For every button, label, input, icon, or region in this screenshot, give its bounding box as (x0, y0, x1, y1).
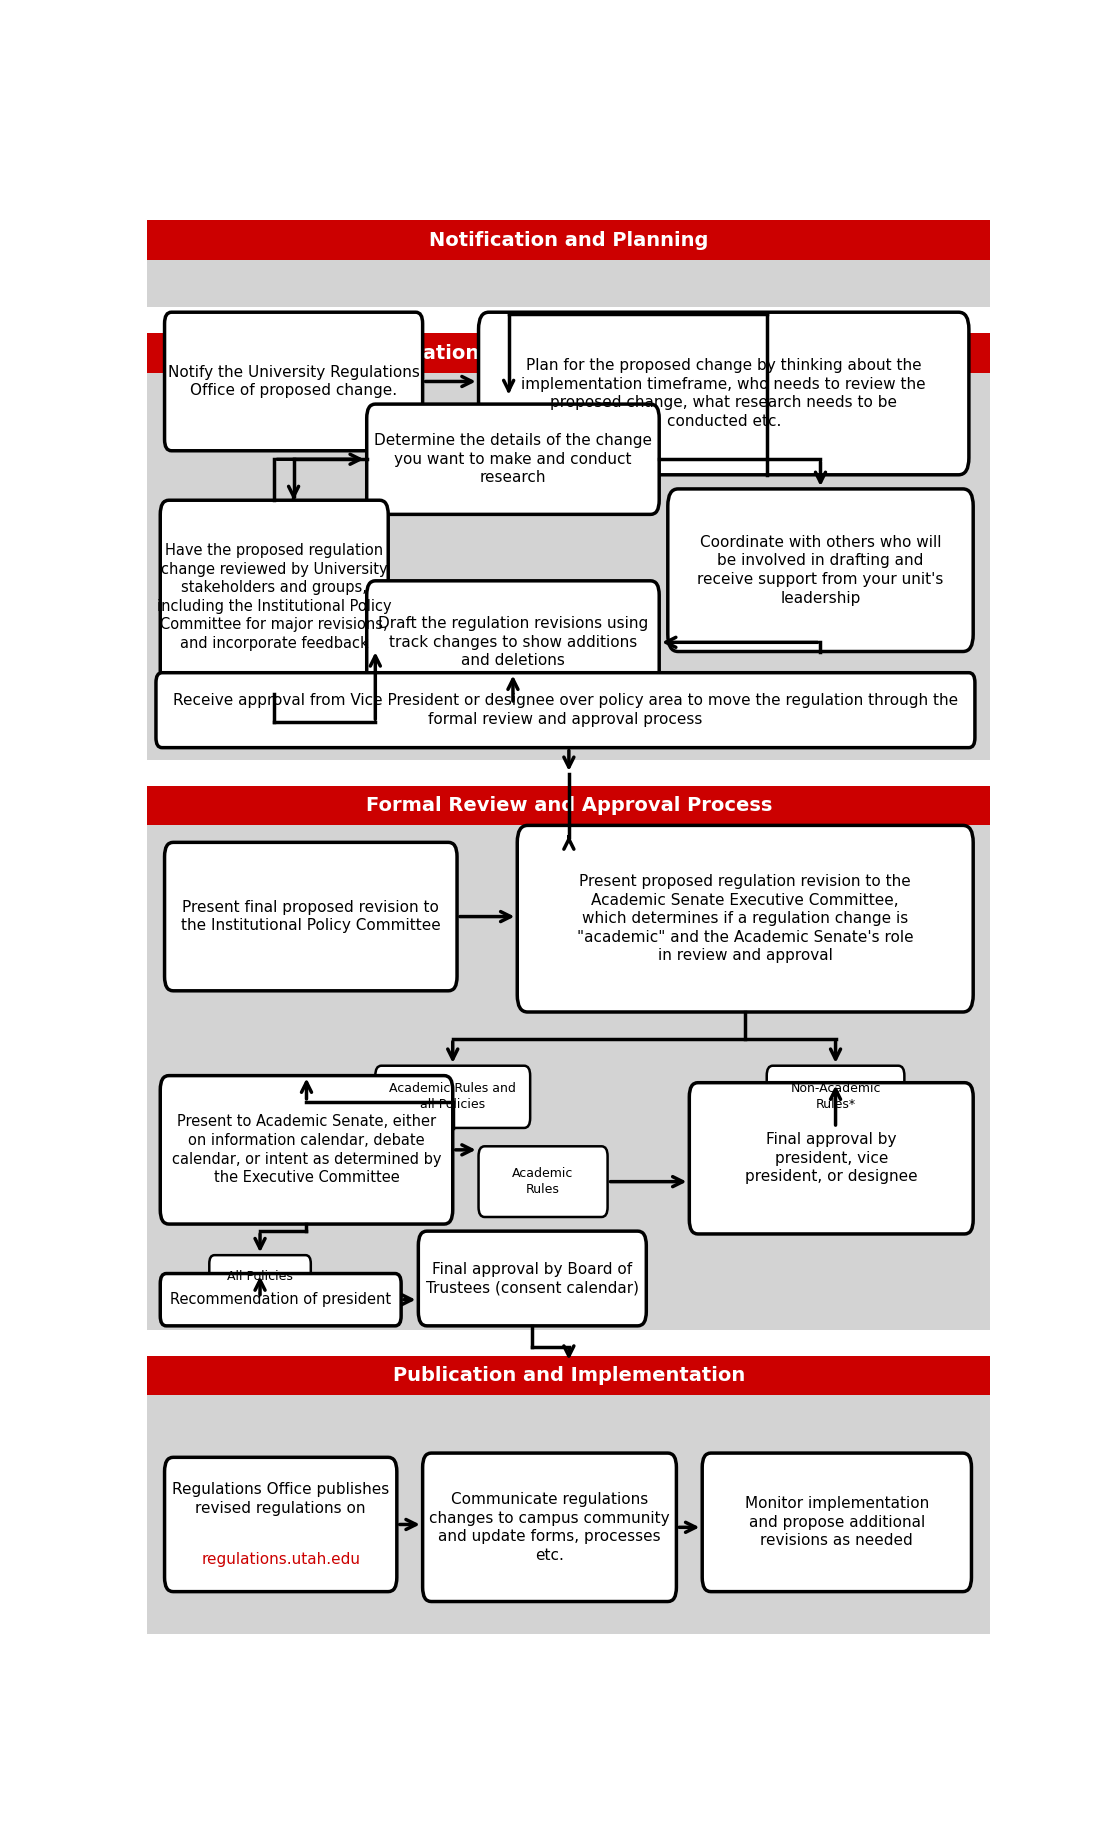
Text: All Policies: All Policies (228, 1271, 293, 1283)
Text: regulations.utah.edu: regulations.utah.edu (201, 1551, 360, 1568)
FancyBboxPatch shape (155, 672, 975, 747)
Text: Plan for the proposed change by thinking about the
implementation timeframe, who: Plan for the proposed change by thinking… (522, 358, 926, 430)
Text: Receive approval from Vice President or designee over policy area to move the re: Receive approval from Vice President or … (173, 694, 958, 727)
Bar (148, 334, 990, 760)
Text: Regulation Development and Drafting: Regulation Development and Drafting (360, 343, 778, 364)
Text: Determine the details of the change
you want to make and conduct
research: Determine the details of the change you … (374, 433, 652, 485)
Text: Present to Academic Senate, either
on information calendar, debate
calendar, or : Present to Academic Senate, either on in… (172, 1114, 442, 1186)
FancyBboxPatch shape (160, 1076, 453, 1225)
Text: Notify the University Regulations
Office of proposed change.: Notify the University Regulations Office… (168, 365, 420, 398)
FancyBboxPatch shape (375, 1065, 531, 1127)
FancyBboxPatch shape (517, 826, 973, 1012)
FancyBboxPatch shape (164, 843, 457, 991)
Bar (148, 220, 990, 261)
Text: Present proposed regulation revision to the
Academic Senate Executive Committee,: Present proposed regulation revision to … (577, 874, 914, 964)
Text: Regulations Office publishes
revised regulations on: Regulations Office publishes revised reg… (172, 1482, 390, 1517)
Bar (148, 334, 990, 373)
FancyBboxPatch shape (164, 312, 423, 452)
Text: Communicate regulations
changes to campus community
and update forms, processes
: Communicate regulations changes to campu… (430, 1493, 669, 1562)
FancyBboxPatch shape (478, 1146, 607, 1217)
Text: Notification and Planning: Notification and Planning (430, 231, 708, 250)
Text: Present final proposed revision to
the Institutional Policy Committee: Present final proposed revision to the I… (181, 900, 441, 933)
Text: Publication and Implementation: Publication and Implementation (393, 1366, 745, 1384)
FancyBboxPatch shape (767, 1065, 905, 1127)
Bar (148, 786, 990, 826)
Text: Formal Review and Approval Process: Formal Review and Approval Process (365, 797, 773, 815)
FancyBboxPatch shape (689, 1083, 973, 1234)
Bar (148, 1355, 990, 1634)
Text: Coordinate with others who will
be involved in drafting and
receive support from: Coordinate with others who will be invol… (697, 534, 944, 606)
FancyBboxPatch shape (423, 1452, 676, 1601)
Text: Draft the regulation revisions using
track changes to show additions
and deletio: Draft the regulation revisions using tra… (377, 617, 648, 668)
Text: Have the proposed regulation
change reviewed by University
stakeholders and grou: Have the proposed regulation change revi… (157, 543, 392, 652)
Text: Final approval by
president, vice
president, or designee: Final approval by president, vice presid… (745, 1133, 918, 1184)
Bar (148, 1355, 990, 1395)
Text: Monitor implementation
and propose additional
revisions as needed: Monitor implementation and propose addit… (745, 1496, 929, 1548)
FancyBboxPatch shape (366, 404, 659, 514)
Bar (148, 786, 990, 1329)
FancyBboxPatch shape (703, 1452, 971, 1592)
FancyBboxPatch shape (668, 488, 973, 652)
FancyBboxPatch shape (160, 499, 388, 694)
Text: Non-Academic
Rules*: Non-Academic Rules* (790, 1083, 881, 1111)
FancyBboxPatch shape (418, 1232, 646, 1326)
Text: Academic Rules and
all Policies: Academic Rules and all Policies (390, 1083, 516, 1111)
FancyBboxPatch shape (164, 1458, 397, 1592)
Text: Academic
Rules: Academic Rules (513, 1168, 574, 1195)
FancyBboxPatch shape (478, 312, 969, 476)
Text: Final approval by Board of
Trustees (consent calendar): Final approval by Board of Trustees (con… (426, 1261, 639, 1294)
Text: Recommendation of president: Recommendation of president (170, 1293, 391, 1307)
Bar (148, 220, 990, 307)
FancyBboxPatch shape (366, 580, 659, 703)
FancyBboxPatch shape (210, 1256, 311, 1298)
FancyBboxPatch shape (160, 1274, 401, 1326)
